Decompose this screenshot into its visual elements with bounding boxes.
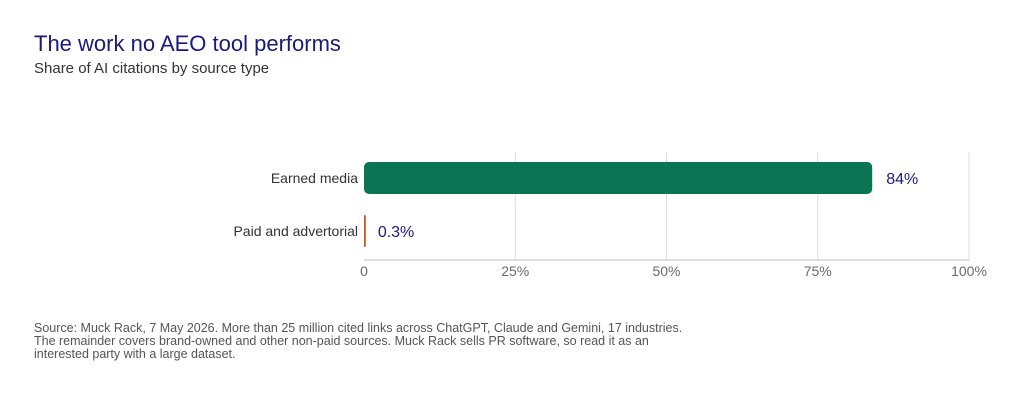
chart-title: The work no AEO tool performs: [34, 31, 341, 56]
tick-label: 50%: [652, 263, 680, 279]
data-label: 0.3%: [378, 224, 414, 241]
category-label: Paid and advertorial: [233, 223, 358, 239]
bar-chart: 84% Earned media 0.3% Paid and advertorial 0…: [233, 152, 987, 279]
data-label: 84%: [886, 171, 918, 188]
tick-label: 100%: [951, 263, 987, 279]
tick-label: 25%: [501, 263, 529, 279]
bar-earned-media: [364, 162, 873, 194]
chart-subtitle: Share of AI citations by source type: [34, 60, 270, 77]
bar-paid-and-advertorial: [364, 215, 366, 247]
tick-label: 0: [360, 263, 368, 279]
tick-label: 75%: [804, 263, 832, 279]
category-label: Earned media: [271, 170, 358, 186]
source-note: Source: Muck Rack, 7 May 2026. More than…: [34, 321, 683, 361]
